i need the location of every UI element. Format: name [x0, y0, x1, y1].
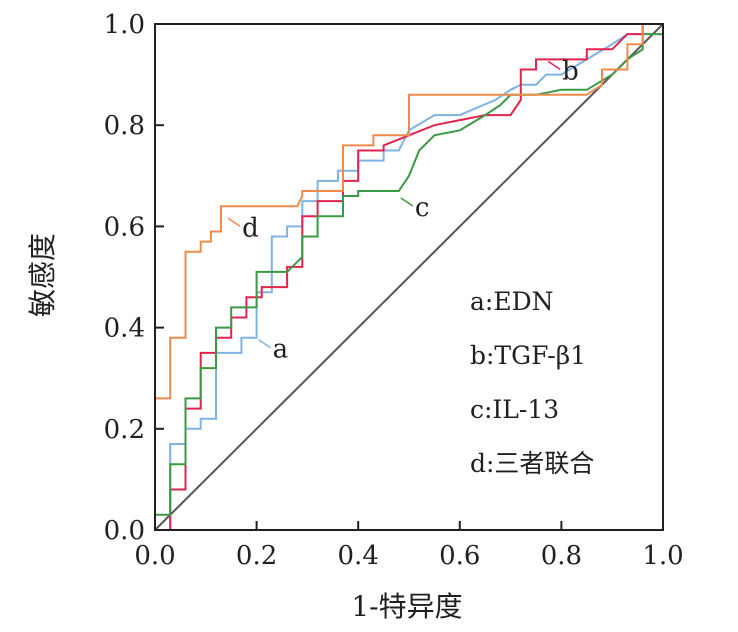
- legend-item-d: d:三者联合: [470, 449, 594, 478]
- roc-curve-c: [155, 33, 663, 516]
- x-tick-label: 0.6: [439, 541, 480, 571]
- x-axis-title: 1-特异度: [351, 590, 462, 623]
- legend-item-b: b:TGF-β1: [470, 341, 586, 370]
- curve-label-a: a: [273, 335, 289, 365]
- x-tick-label: 1.0: [642, 541, 683, 571]
- y-tick-label: 0.0: [104, 516, 145, 546]
- roc-curves: [154, 23, 663, 531]
- roc-curve-d: [154, 23, 663, 530]
- reference-diagonal-group: [154, 23, 664, 531]
- x-tick-label: 0.2: [236, 541, 277, 571]
- curve-label-leader-a: [258, 339, 272, 349]
- x-tick-label: 0.0: [134, 541, 175, 571]
- curve-label-c: c: [415, 193, 430, 223]
- curve-label-leader-d: [227, 217, 241, 227]
- tick-labels: 0.0 0.2 0.4 0.6 0.8 1.0 0.0 0.2 0.4 0.6 0.8 1.0: [104, 10, 684, 571]
- y-tick-label: 0.4: [104, 314, 145, 344]
- y-tick-label: 0.8: [104, 111, 145, 141]
- plot-frame: [154, 23, 664, 531]
- legend: a:EDN b:TGF-β1 c:IL-13 d:三者联合: [470, 287, 594, 478]
- curve-label-b: b: [562, 56, 579, 86]
- curve-label-d: d: [242, 213, 259, 243]
- y-tick-label: 0.6: [104, 212, 145, 242]
- legend-item-c: c:IL-13: [470, 395, 559, 424]
- y-axis-title: 敏感度: [26, 233, 59, 317]
- reference-diagonal: [154, 23, 664, 531]
- curve-label-leader-b: [547, 60, 561, 71]
- y-tick-label: 1.0: [104, 10, 145, 40]
- legend-item-a: a:EDN: [470, 287, 554, 316]
- x-tick-label: 0.4: [338, 541, 379, 571]
- x-tick-label: 0.8: [541, 541, 582, 571]
- y-tick-label: 0.2: [104, 415, 145, 445]
- curve-label-leader-c: [400, 197, 414, 207]
- curve-labels: a b c d: [227, 56, 579, 365]
